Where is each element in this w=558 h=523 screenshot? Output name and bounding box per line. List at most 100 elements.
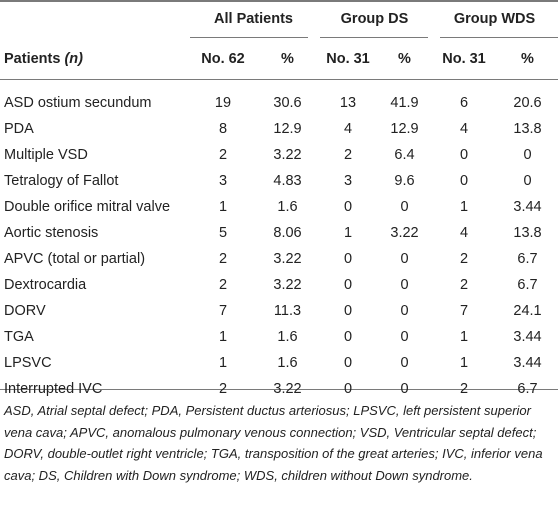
group-ds: Group DS bbox=[340, 11, 409, 27]
cell: 0 bbox=[400, 277, 409, 293]
table-row: Aortic stenosis 5 8.06 1 3.22 4 13.8 bbox=[0, 220, 558, 246]
cell: 0 bbox=[343, 303, 353, 319]
cell: 2 bbox=[459, 251, 469, 267]
spacer-row bbox=[0, 80, 558, 90]
cell: 3.22 bbox=[273, 147, 302, 163]
cell: 4 bbox=[459, 225, 469, 241]
table-row: Multiple VSD 2 3.22 2 6.4 0 0 bbox=[0, 142, 558, 168]
cell: 3.22 bbox=[390, 225, 419, 241]
cell: 2 bbox=[218, 147, 228, 163]
subhead-wds-no: No. 31 bbox=[442, 51, 486, 67]
cell: 0 bbox=[343, 355, 353, 371]
cell: 6 bbox=[459, 95, 469, 111]
table-row: Tetralogy of Fallot 3 4.83 3 9.6 0 0 bbox=[0, 168, 558, 194]
cell: 0 bbox=[400, 381, 409, 397]
row-label: Tetralogy of Fallot bbox=[4, 173, 119, 189]
cell: 1 bbox=[343, 225, 353, 241]
group-all-patients: All Patients bbox=[214, 11, 293, 27]
row-label: PDA bbox=[4, 121, 34, 137]
cell: 24.1 bbox=[513, 303, 542, 319]
cell: 8 bbox=[218, 121, 228, 137]
group-underline-ds bbox=[320, 37, 428, 38]
cell: 0 bbox=[400, 355, 409, 371]
blank-corner bbox=[0, 0, 189, 38]
cell: 4.83 bbox=[273, 173, 302, 189]
cell: 1.6 bbox=[277, 199, 298, 215]
cell: 0 bbox=[343, 277, 353, 293]
row-label: Dextrocardia bbox=[4, 277, 87, 293]
cell: 1 bbox=[218, 355, 228, 371]
cell: 3.44 bbox=[513, 199, 542, 215]
row-label: Double orifice mitral valve bbox=[4, 199, 171, 215]
cell: 1 bbox=[218, 329, 228, 345]
cell: 1.6 bbox=[277, 355, 298, 371]
spacer-cell bbox=[0, 80, 558, 90]
top-rule bbox=[0, 0, 558, 2]
group-header-row: All Patients Group DS Group WDS bbox=[0, 0, 558, 38]
cell: 1 bbox=[459, 199, 469, 215]
cell: 41.9 bbox=[390, 95, 419, 111]
cell: 0 bbox=[400, 303, 409, 319]
cell: 12.9 bbox=[390, 121, 419, 137]
cell: 3 bbox=[343, 173, 353, 189]
table-row: LPSVC 1 1.6 0 0 1 3.44 bbox=[0, 350, 558, 376]
cell: 7 bbox=[459, 303, 469, 319]
table-row: PDA 8 12.9 4 12.9 4 13.8 bbox=[0, 116, 558, 142]
cell: 5 bbox=[218, 225, 228, 241]
patients-table: All Patients Group DS Group WDS Patients… bbox=[0, 0, 558, 397]
cell: 1.6 bbox=[277, 329, 298, 345]
cell: 2 bbox=[459, 277, 469, 293]
cell: 2 bbox=[343, 147, 353, 163]
cell: 13 bbox=[339, 95, 357, 111]
row-label: APVC (total or partial) bbox=[4, 251, 146, 267]
cell: 0 bbox=[400, 329, 409, 345]
patients-label: Patients bbox=[4, 51, 61, 67]
subheader-row: Patients (n) No. 62 % No. 31 % No. 31 % bbox=[0, 38, 558, 80]
cell: 0 bbox=[523, 173, 532, 189]
bottom-rule bbox=[0, 389, 558, 390]
row-label: Interrupted IVC bbox=[4, 381, 103, 397]
cell: 3.22 bbox=[273, 381, 302, 397]
cell: 3.44 bbox=[513, 329, 542, 345]
header-rule bbox=[0, 79, 558, 80]
table-row: Double orifice mitral valve 1 1.6 0 0 1 3.44 bbox=[0, 194, 558, 220]
cell: 1 bbox=[459, 329, 469, 345]
cell: 20.6 bbox=[513, 95, 542, 111]
cell: 0 bbox=[459, 173, 469, 189]
table-row: DORV 7 11.3 0 0 7 24.1 bbox=[0, 298, 558, 324]
cell: 9.6 bbox=[394, 173, 415, 189]
row-label: TGA bbox=[4, 329, 34, 345]
cell: 8.06 bbox=[273, 225, 302, 241]
row-label: LPSVC bbox=[4, 355, 52, 371]
cell: 6.7 bbox=[517, 277, 538, 293]
cell: 2 bbox=[218, 381, 228, 397]
group-wds: Group WDS bbox=[453, 11, 536, 27]
cell: 19 bbox=[214, 95, 232, 111]
cell: 0 bbox=[343, 381, 353, 397]
group-underline-all-patients bbox=[190, 37, 308, 38]
cell: 11.3 bbox=[273, 303, 302, 319]
cell: 7 bbox=[218, 303, 228, 319]
table-footnote: ASD, Atrial septal defect; PDA, Persiste… bbox=[4, 403, 543, 483]
cell: 1 bbox=[218, 199, 228, 215]
table-row: APVC (total or partial) 2 3.22 0 0 2 6.7 bbox=[0, 246, 558, 272]
cell: 13.8 bbox=[513, 225, 542, 241]
cell: 2 bbox=[218, 277, 228, 293]
cell: 2 bbox=[459, 381, 469, 397]
table-row: TGA 1 1.6 0 0 1 3.44 bbox=[0, 324, 558, 350]
row-label: Aortic stenosis bbox=[4, 225, 99, 241]
row-label-header: Patients (n) bbox=[0, 38, 189, 80]
cell: 0 bbox=[400, 199, 409, 215]
cell: 3 bbox=[218, 173, 228, 189]
cell: 6.4 bbox=[394, 147, 415, 163]
cell: 3.22 bbox=[273, 277, 302, 293]
cell: 3.22 bbox=[273, 251, 302, 267]
cell: 2 bbox=[218, 251, 228, 267]
row-label: ASD ostium secundum bbox=[4, 95, 152, 111]
cell: 0 bbox=[459, 147, 469, 163]
table-row: ASD ostium secundum 19 30.6 13 41.9 6 20.6 bbox=[0, 90, 558, 116]
cell: 4 bbox=[459, 121, 469, 137]
cell: 1 bbox=[459, 355, 469, 371]
subhead-all-pct: % bbox=[281, 51, 294, 67]
subhead-all-no: No. 62 bbox=[201, 51, 245, 67]
